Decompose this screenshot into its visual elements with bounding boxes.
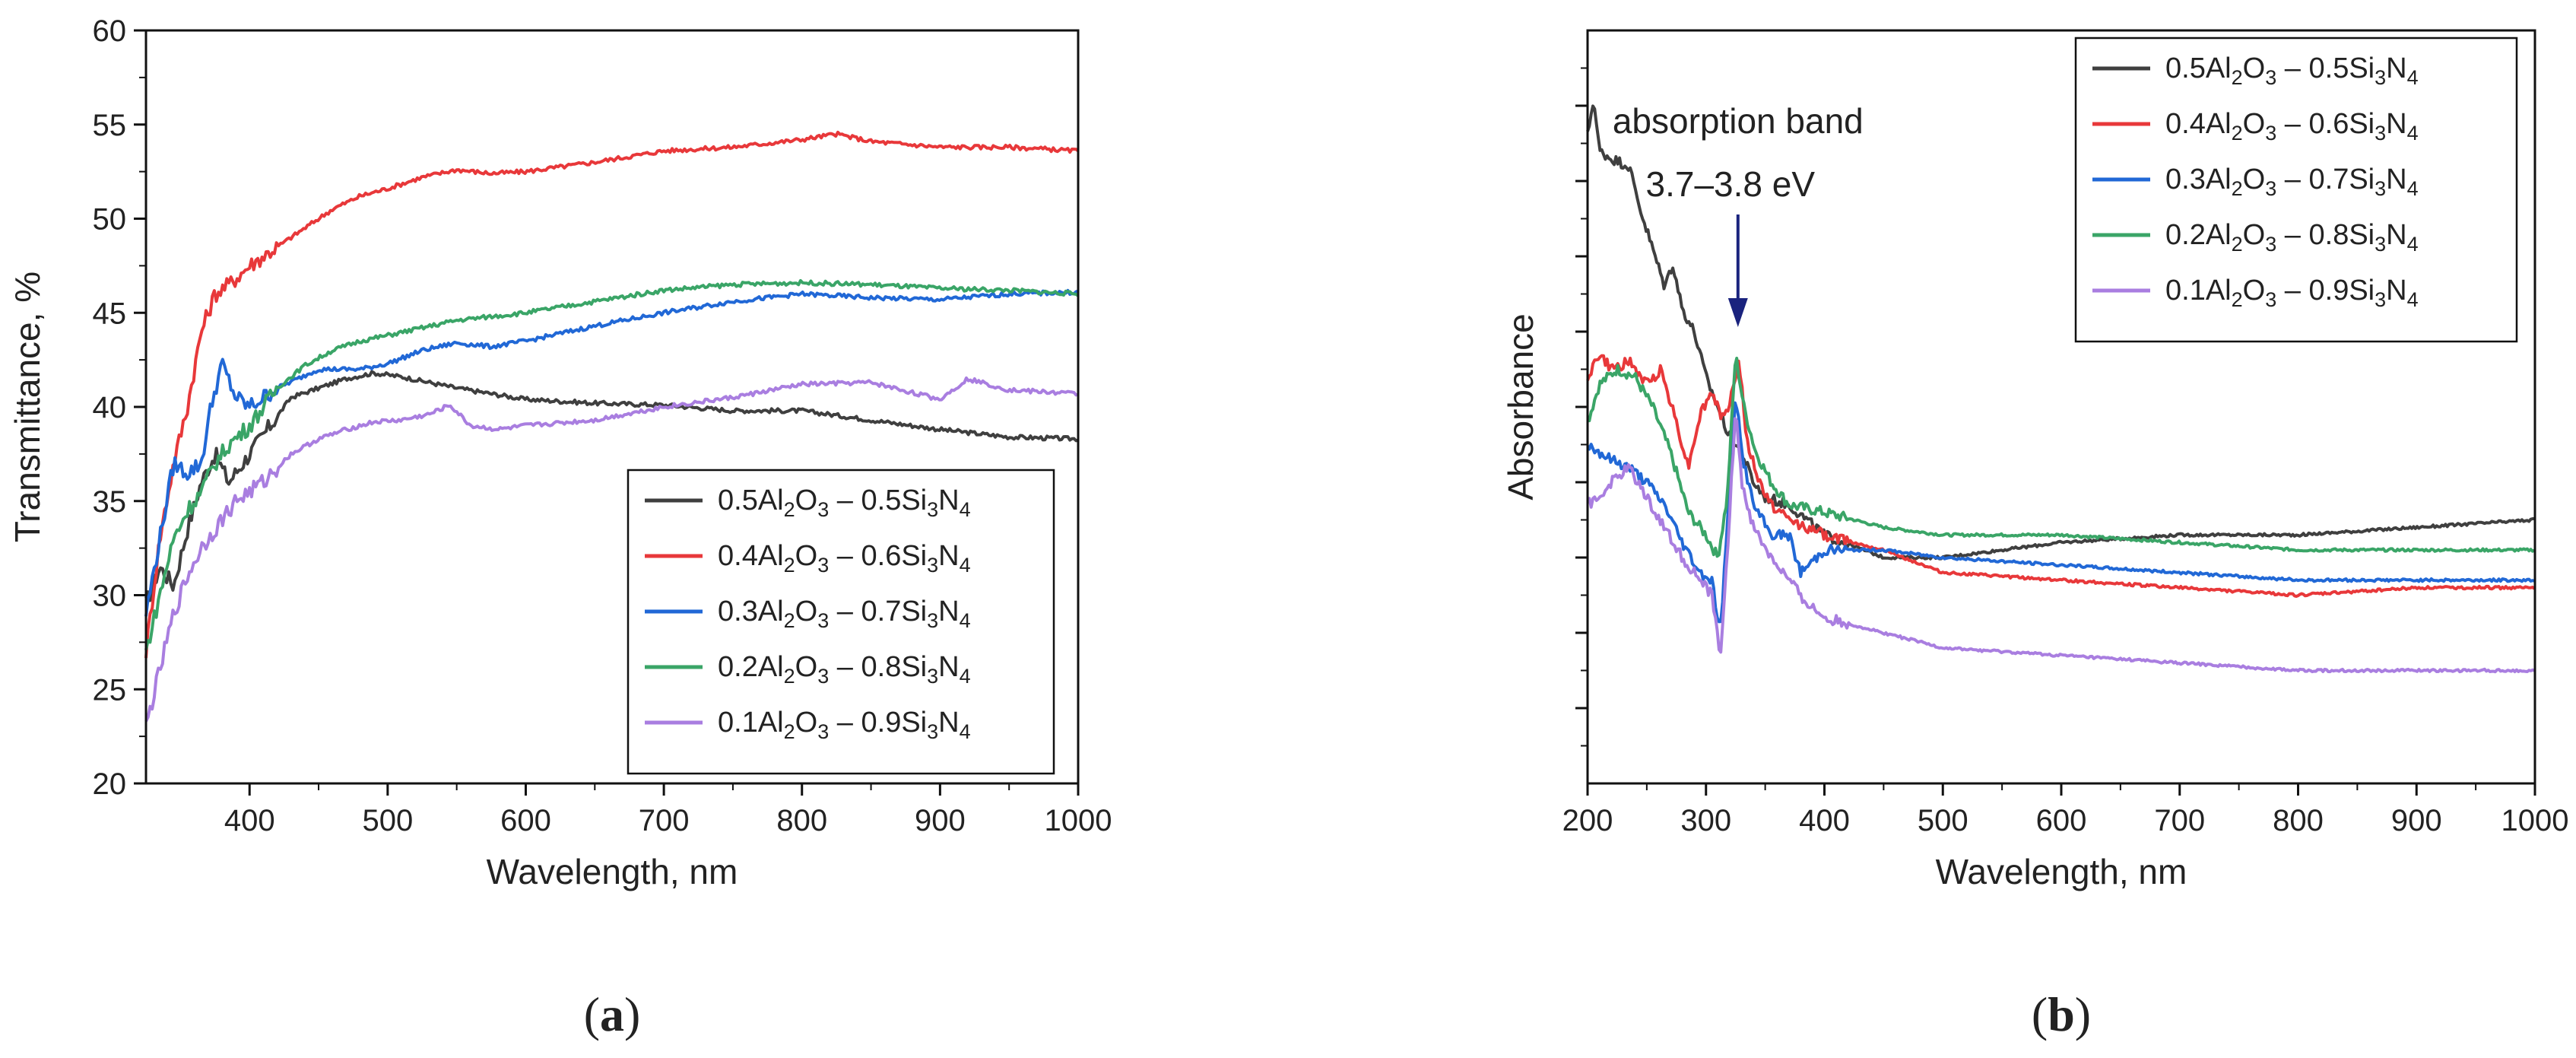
y-tick-label: 35 [93, 485, 127, 519]
y-tick-label: 25 [93, 673, 127, 707]
x-tick-label: 400 [1799, 804, 1850, 837]
legend-entry: 0.2Al2O3 – 0.8Si3N4 [718, 651, 971, 688]
x-tick-label: 600 [500, 804, 551, 837]
series-line-04Al [1586, 354, 2536, 598]
x-tick-label: 700 [639, 804, 690, 837]
panel-a-letter: a [600, 987, 624, 1041]
series-line-03Al [144, 288, 1079, 617]
legend-entry: 0.3Al2O3 – 0.7Si3N4 [2165, 164, 2419, 200]
x-tick-label: 300 [1680, 804, 1731, 837]
x-tick-label: 200 [1562, 804, 1613, 837]
annotation-arrow-head-icon [1727, 298, 1748, 327]
legend-entry: 0.3Al2O3 – 0.7Si3N4 [718, 596, 971, 632]
panel-b-legend: 0.5Al2O3 – 0.5Si3N4 0.4Al2O3 – 0.6Si3N4 0.… [2074, 37, 2518, 343]
y-tick-label: 60 [93, 14, 127, 48]
panel-b-annotation: absorption band 3.7–3.8 eV [1613, 101, 1864, 327]
x-tick-label: 600 [2036, 804, 2087, 837]
legend-entry: 0.1Al2O3 – 0.9Si3N4 [718, 707, 971, 743]
panel-a-series-lines [144, 130, 1080, 723]
panel-b-plot-frame [1586, 29, 2536, 785]
legend-entry: 0.5Al2O3 – 0.5Si3N4 [2165, 52, 2419, 89]
x-tick-label: 900 [2391, 804, 2442, 837]
x-tick-label: 900 [915, 804, 966, 837]
x-tick-label: 800 [2273, 804, 2324, 837]
panel-a-y-axis-title: Transmittance, % [8, 272, 47, 542]
y-tick-label: 50 [93, 203, 127, 237]
annotation-line-1: absorption band [1613, 101, 1864, 141]
series-line-02Al [1588, 357, 2536, 558]
panel-b-ticks: 200 300 400 500 600 700 800 900 1000 [1562, 67, 2569, 837]
x-tick-label: 400 [224, 804, 275, 837]
y-tick-label: 20 [93, 767, 127, 801]
panel-b-letter: b [2048, 987, 2075, 1041]
series-line-01Al [144, 376, 1079, 723]
legend-entry: 0.5Al2O3 – 0.5Si3N4 [718, 485, 971, 521]
series-line-04Al [144, 130, 1080, 659]
series-line-03Al [1586, 401, 2535, 624]
legend-entry: 0.2Al2O3 – 0.8Si3N4 [2165, 219, 2419, 256]
x-tick-label: 1000 [1045, 804, 1112, 837]
series-line-01Al [1586, 417, 2535, 674]
legend-entry: 0.4Al2O3 – 0.6Si3N4 [718, 540, 971, 577]
legend-entry: 0.4Al2O3 – 0.6Si3N4 [2165, 108, 2419, 145]
y-tick-label: 45 [93, 297, 127, 330]
panel-a-label: (a) [584, 987, 641, 1041]
legend-entry: 0.1Al2O3 – 0.9Si3N4 [2165, 275, 2419, 311]
y-tick-label: 40 [93, 391, 127, 424]
x-tick-label: 1000 [2501, 804, 2569, 837]
x-tick-label: 500 [362, 804, 413, 837]
x-tick-label: 500 [1918, 804, 1968, 837]
series-line-02Al [144, 278, 1080, 651]
x-tick-label: 700 [2154, 804, 2205, 837]
x-tick-label: 800 [776, 804, 827, 837]
panel-b-chart: 200 300 400 500 600 700 800 900 1000 Wavelength,… [1501, 29, 2569, 1041]
panel-a-legend: 0.5Al2O3 – 0.5Si3N4 0.4Al2O3 – 0.6Si3N4 0.… [627, 469, 1055, 775]
panel-b-label: (b) [2032, 987, 2091, 1041]
panel-b-series-lines [1586, 104, 2536, 674]
panel-a-x-axis-title: Wavelength, nm [487, 852, 738, 891]
panel-b-x-axis-title: Wavelength, nm [1936, 852, 2187, 891]
series-line-05Al [1586, 104, 2535, 561]
panel-a-chart: 400 500 600 700 800 900 1000 20 25 30 35 40 45 50 55 60… [8, 14, 1112, 1041]
panel-a-plot-frame [144, 29, 1080, 785]
annotation-line-2: 3.7–3.8 eV [1646, 164, 1816, 204]
y-tick-label: 30 [93, 580, 127, 613]
series-line-05Al [144, 370, 1079, 602]
y-tick-label: 55 [93, 109, 127, 142]
panel-b-y-axis-title: Absorbance [1501, 313, 1540, 500]
panel-a-ticks: 400 500 600 700 800 900 1000 20 25 30 35 40 45 50 55 60 [93, 14, 1112, 837]
